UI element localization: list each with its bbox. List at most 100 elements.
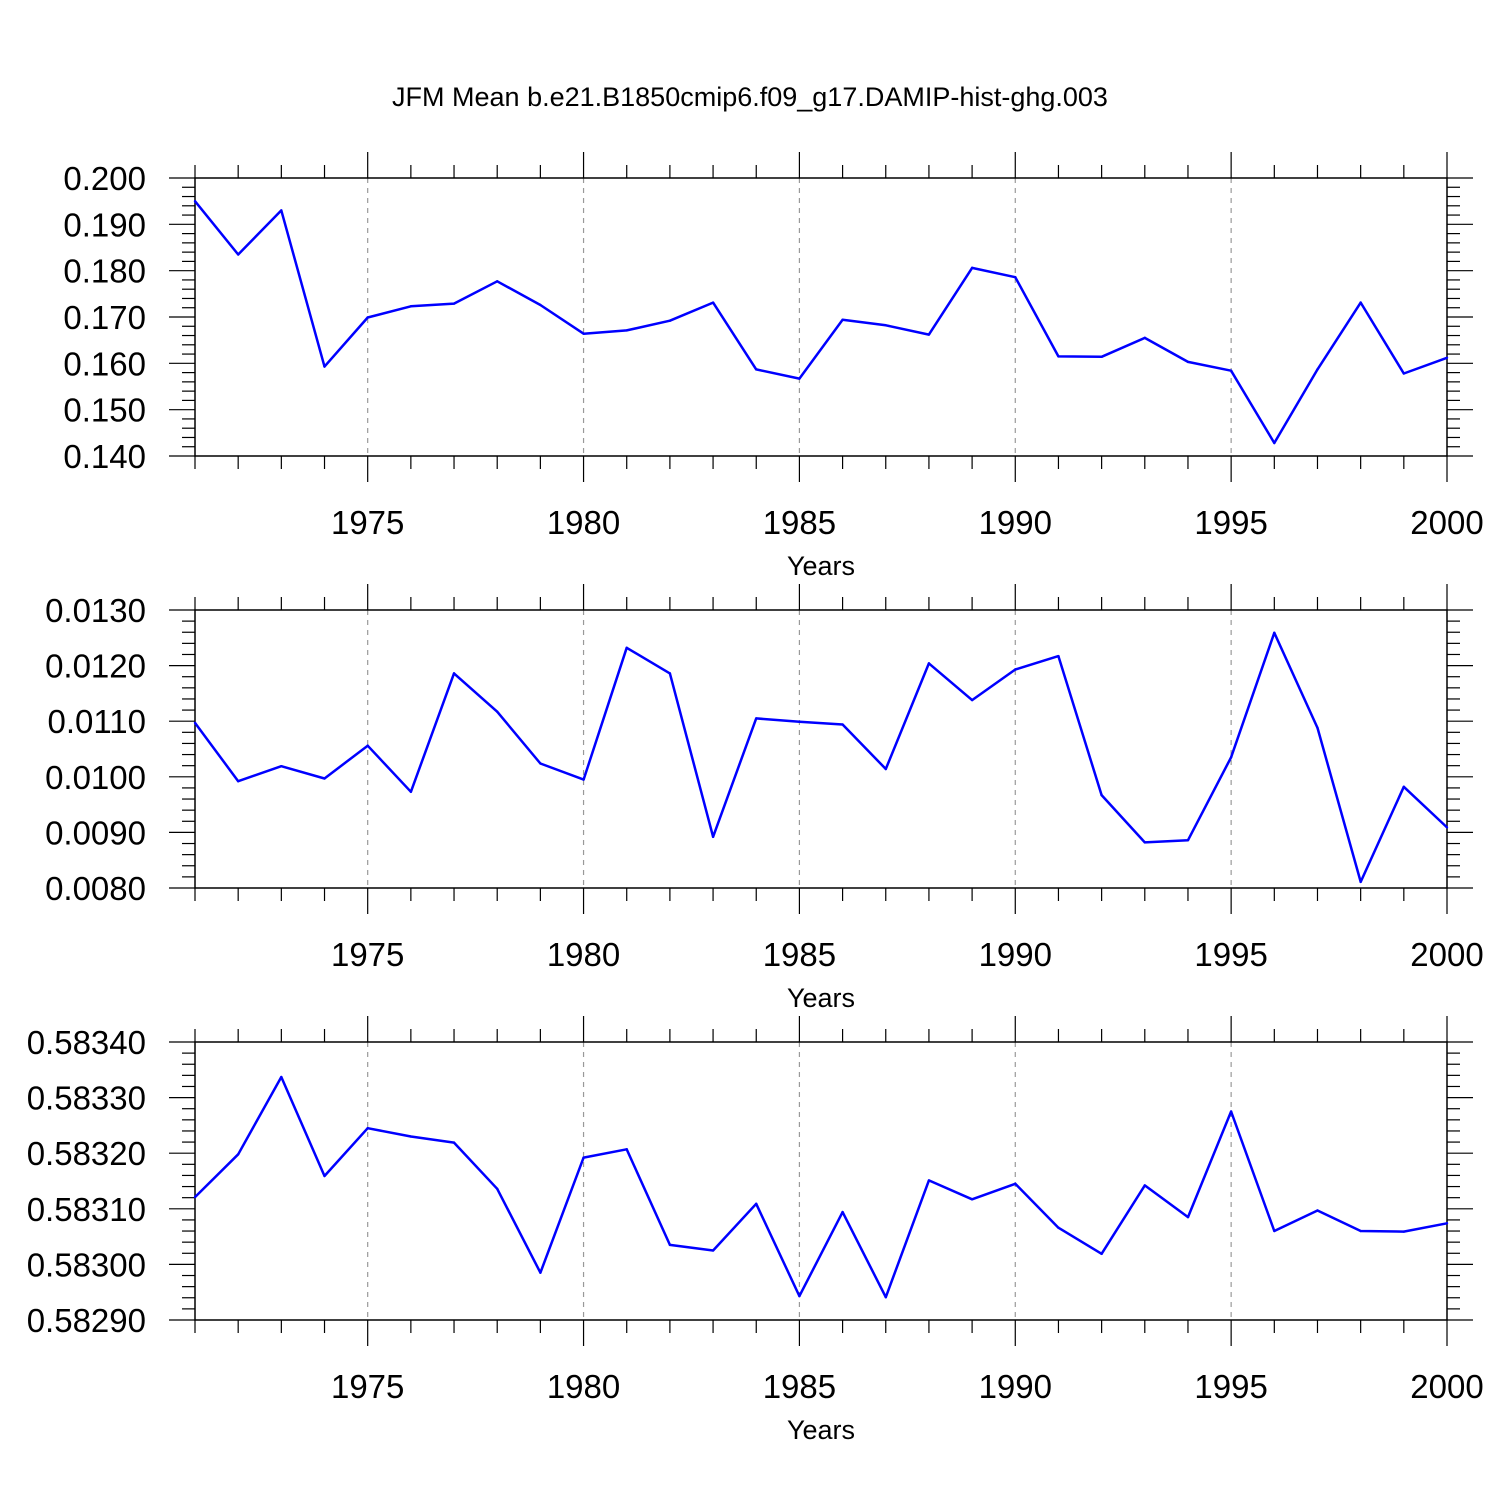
data-point [193, 721, 197, 725]
data-point [1186, 1215, 1190, 1219]
data-point [366, 744, 369, 747]
x-tick-label: 1975 [331, 504, 404, 541]
data-point [884, 767, 887, 771]
x-axis-label: Years [787, 983, 855, 1013]
x-tick-label: 1995 [1194, 1368, 1267, 1405]
y-tick-label: 0.180 [63, 253, 146, 290]
plot-frame [194, 177, 1448, 457]
x-tick-label: 2000 [1410, 1368, 1483, 1405]
y-tick-label: 0.58340 [27, 1024, 146, 1061]
data-point [496, 710, 499, 713]
data-point [927, 1179, 931, 1182]
x-tick-label: 1980 [547, 936, 620, 973]
data-point [582, 332, 585, 335]
data-point [409, 305, 413, 308]
data-point [1445, 356, 1449, 359]
data-point [1186, 838, 1190, 842]
data-point [1014, 1182, 1017, 1185]
y-tick-label: 0.58310 [27, 1191, 146, 1228]
x-tick-label: 1985 [763, 936, 836, 973]
y-axis-label: CAArch Snow Volume 1013 m3 [16, 570, 47, 928]
data-point [1316, 726, 1319, 730]
data-point [625, 329, 628, 332]
y-label-text: CAArch Snow Volume 10 [17, 625, 47, 928]
data-point [668, 672, 672, 675]
data-point [496, 1187, 499, 1190]
plot-frame [194, 1041, 1448, 1321]
data-point [927, 333, 931, 336]
data-point [582, 1156, 585, 1159]
data-point [366, 1126, 369, 1130]
data-point [1229, 756, 1233, 759]
x-axis-label: Years [787, 551, 855, 581]
x-ticks [194, 1016, 1448, 1346]
data-point [970, 1198, 974, 1201]
data-point [625, 1148, 628, 1151]
x-axis-label: Years [787, 1415, 855, 1445]
data-point [1273, 1229, 1276, 1233]
data-point [539, 762, 542, 765]
data-point [841, 723, 844, 726]
y-tick-label: 0.58320 [27, 1135, 146, 1172]
x-tick-label: 1990 [979, 1368, 1052, 1405]
x-tick-label: 1990 [979, 504, 1052, 541]
data-point [323, 777, 326, 780]
data-point [841, 1210, 844, 1214]
y-tick-label: 0.58290 [27, 1302, 146, 1339]
y-label-unit: m [17, 578, 47, 608]
y-tick-label: 0.0120 [45, 648, 146, 685]
data-point [1359, 880, 1362, 884]
data-point [452, 1141, 456, 1144]
data-point [755, 1202, 758, 1205]
data-point [1100, 355, 1103, 359]
data-point [280, 1075, 283, 1079]
y-tick-label: 0.140 [63, 438, 146, 475]
figure-title: JFM Mean b.e21.B1850cmip6.f09_g17.DAMIP-… [392, 82, 1108, 112]
data-point [711, 1249, 715, 1252]
chart-panel-1: 0.140 0.150 0.160 0.170 0.180 0.190 0.200 1975 1… [16, 152, 1484, 581]
data-point [1143, 336, 1146, 340]
x-tick-label: 1990 [979, 936, 1052, 973]
data-point [884, 324, 887, 327]
y-tick-label: 0.150 [63, 392, 146, 429]
data-point [755, 717, 758, 720]
data-point [366, 316, 369, 319]
x-tick-label: 1975 [331, 936, 404, 973]
series-line [193, 631, 1448, 884]
data-point [280, 209, 283, 212]
y-tick-label: 0.0080 [45, 870, 146, 907]
data-point [1143, 1184, 1146, 1187]
y-tick-label: 0.160 [63, 345, 146, 382]
data-point [1445, 1222, 1449, 1225]
y-tick-label: 0.0130 [45, 592, 146, 629]
data-point [1316, 368, 1319, 371]
data-point [582, 778, 585, 781]
x-tick-label: 1985 [763, 1368, 836, 1405]
y-tick-label: 0.0110 [48, 703, 146, 740]
data-point [970, 698, 974, 702]
data-point [539, 303, 542, 307]
x-tick-label: 2000 [1410, 504, 1483, 541]
data-point [236, 1153, 240, 1156]
data-point [409, 1135, 413, 1138]
y-label-exponent: 13 [16, 608, 33, 625]
y-tick-label: 0.0090 [45, 814, 146, 851]
x-tick-label: 1995 [1194, 504, 1267, 541]
data-point [1057, 654, 1060, 658]
data-point [668, 319, 672, 322]
plot-frame [194, 609, 1448, 889]
data-point [1143, 841, 1146, 844]
data-point [280, 765, 283, 768]
data-point [1316, 1209, 1319, 1212]
data-point [798, 1294, 801, 1298]
data-point [841, 318, 844, 321]
data-point [1273, 441, 1276, 445]
y-tick-label: 0.200 [63, 160, 146, 197]
data-point [1445, 826, 1449, 829]
data-point [970, 266, 974, 270]
data-point [452, 672, 456, 675]
y-ticks [169, 1041, 1473, 1321]
y-axis-label: CAArch Ice Volume 1013 m3 [16, 154, 47, 481]
x-tick-label: 1980 [547, 1368, 620, 1405]
